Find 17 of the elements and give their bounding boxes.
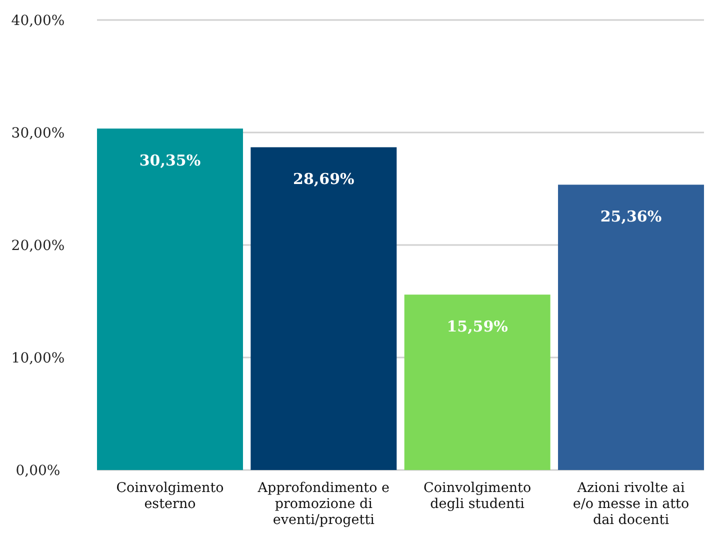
x-tick-label: Azioni rivolte ai e/o messe in atto dai docenti bbox=[572, 480, 690, 528]
data-label: 28,69% bbox=[293, 170, 354, 188]
x-tick-label: Coinvolgimento esterno bbox=[116, 480, 224, 512]
data-label: 15,59% bbox=[446, 318, 508, 336]
bar bbox=[97, 128, 243, 470]
y-tick-label: 0,00% bbox=[16, 463, 60, 479]
y-tick-label: 40,00% bbox=[11, 13, 65, 29]
bar bbox=[558, 184, 704, 470]
y-tick-label: 10,00% bbox=[11, 350, 65, 366]
y-tick-label: 20,00% bbox=[11, 238, 65, 254]
x-tick-label: Approfondimento e promozione di eventi/progetti bbox=[256, 480, 390, 528]
data-label: 25,36% bbox=[600, 208, 662, 226]
x-tick-label: Coinvolgimento degli studenti bbox=[424, 480, 532, 512]
bar bbox=[250, 147, 397, 470]
bar bbox=[404, 294, 550, 470]
data-label: 30,35% bbox=[139, 152, 201, 170]
y-tick-label: 30,00% bbox=[11, 126, 65, 142]
